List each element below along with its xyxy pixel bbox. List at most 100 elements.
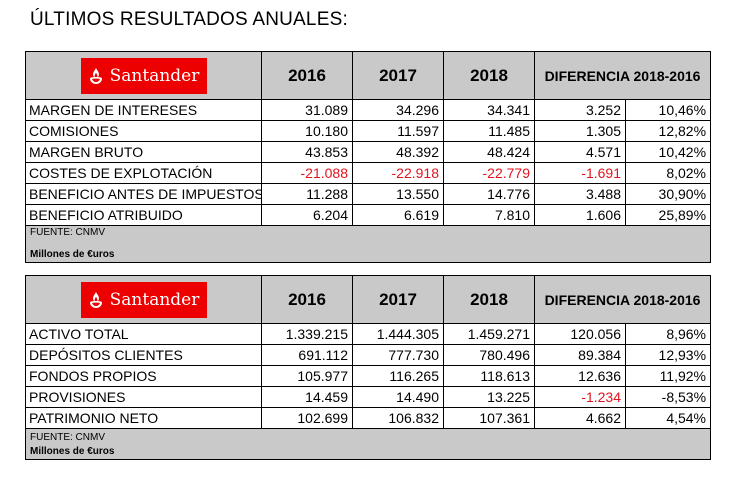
row-value: 89.384	[534, 344, 626, 366]
row-label: COMISIONES	[25, 120, 262, 142]
page-title: ÚLTIMOS RESULTADOS ANUALES:	[30, 9, 348, 30]
row-value: 1.459.271	[443, 323, 535, 345]
table-row: DEPÓSITOS CLIENTES 691.112 777.730 780.496 8…	[25, 344, 712, 366]
row-label: BENEFICIO ATRIBUIDO	[25, 204, 262, 226]
units-note: Millones de €uros	[30, 446, 115, 457]
row-value: -21.088	[261, 162, 353, 184]
footer-cell: FUENTE: CNMV Millones de €uros	[24, 225, 712, 263]
row-value: 11.288	[261, 183, 353, 205]
row-label: MARGEN BRUTO	[25, 141, 262, 163]
row-value: 691.112	[261, 344, 353, 366]
row-label: DEPÓSITOS CLIENTES	[25, 344, 262, 366]
header-difference: DIFERENCIA 2018-2016	[533, 275, 712, 324]
header-year-2017: 2017	[352, 275, 444, 324]
header-year-2018: 2018	[443, 51, 535, 100]
footer-row: FUENTE: CNMV Millones de €uros	[24, 225, 712, 263]
row-value: 3.252	[534, 99, 626, 121]
header-year-2016: 2016	[261, 275, 353, 324]
row-value: 777.730	[352, 344, 444, 366]
row-value: 3.488	[534, 183, 626, 205]
table-row: FONDOS PROPIOS 105.977 116.265 118.613 12.63…	[25, 365, 712, 387]
row-value: 4.662	[534, 407, 626, 429]
row-value: 12,82%	[624, 120, 712, 142]
row-label: PROVISIONES	[25, 386, 262, 408]
row-value: -1.234	[534, 386, 626, 408]
units-note: Millones de €uros	[30, 249, 115, 260]
row-value: 8,96%	[624, 323, 712, 345]
row-value: 118.613	[443, 365, 535, 387]
header-row: Santander 2016 2017 2018 DIFERENCIA 2018-201…	[25, 51, 712, 100]
row-value: 11.597	[352, 120, 444, 142]
header-year-2017: 2017	[352, 51, 444, 100]
header-year-2018: 2018	[443, 275, 535, 324]
row-value: 10,42%	[624, 141, 712, 163]
brand-name: Santander	[109, 65, 200, 86]
santander-logo: Santander	[80, 57, 207, 94]
table-row: MARGEN BRUTO 43.853 48.392 48.424 4.571 10,42…	[25, 141, 712, 163]
row-value: 120.056	[534, 323, 626, 345]
row-value: 102.699	[261, 407, 353, 429]
row-label: MARGEN DE INTERESES	[25, 99, 262, 121]
row-value: 4,54%	[624, 407, 712, 429]
row-value: 30,90%	[624, 183, 712, 205]
row-value: 780.496	[443, 344, 535, 366]
row-value: 105.977	[261, 365, 353, 387]
logo-cell: Santander	[25, 51, 262, 100]
santander-logo: Santander	[80, 281, 207, 318]
header-year-2016: 2016	[261, 51, 353, 100]
source-note: FUENTE: CNMV	[30, 227, 105, 238]
flame-icon	[89, 67, 102, 84]
row-value: 10,46%	[624, 99, 712, 121]
row-value: 6.619	[352, 204, 444, 226]
table-row: ACTIVO TOTAL 1.339.215 1.444.305 1.459.271 1…	[25, 323, 712, 345]
row-value: 34.296	[352, 99, 444, 121]
source-note: FUENTE: CNMV	[30, 432, 105, 443]
row-value: 116.265	[352, 365, 444, 387]
row-label: PATRIMONIO NETO	[25, 407, 262, 429]
brand-name: Santander	[109, 289, 200, 310]
row-value: 6.204	[261, 204, 353, 226]
row-label: FONDOS PROPIOS	[25, 365, 262, 387]
row-value: 1.339.215	[261, 323, 353, 345]
table-row: COSTES DE EXPLOTACIÓN -21.088 -22.918 -22.7…	[25, 162, 712, 184]
row-value: 34.341	[443, 99, 535, 121]
row-value: 11.485	[443, 120, 535, 142]
footer-row: FUENTE: CNMV Millones de €uros	[24, 428, 712, 460]
row-value: 1.305	[534, 120, 626, 142]
row-value: 31.089	[261, 99, 353, 121]
row-value: -22.779	[443, 162, 535, 184]
row-value: 13.550	[352, 183, 444, 205]
table-row: BENEFICIO ATRIBUIDO 6.204 6.619 7.810 1.606 2…	[25, 204, 712, 226]
table-row: PATRIMONIO NETO 102.699 106.832 107.361 4.66…	[25, 407, 712, 429]
row-value: 11,92%	[624, 365, 712, 387]
table-row: MARGEN DE INTERESES 31.089 34.296 34.341 3.2…	[25, 99, 712, 121]
row-value: 12.636	[534, 365, 626, 387]
table-row: BENEFICIO ANTES DE IMPUESTOS 11.288 13.550…	[25, 183, 712, 205]
row-value: 1.444.305	[352, 323, 444, 345]
row-value: 1.606	[534, 204, 626, 226]
row-value: -1.691	[534, 162, 626, 184]
row-value: 13.225	[443, 386, 535, 408]
row-value: 25,89%	[624, 204, 712, 226]
row-value: -22.918	[352, 162, 444, 184]
footer-cell: FUENTE: CNMV Millones de €uros	[24, 428, 712, 460]
row-value: -8,53%	[624, 386, 712, 408]
row-value: 106.832	[352, 407, 444, 429]
row-value: 4.571	[534, 141, 626, 163]
row-value: 14.459	[261, 386, 353, 408]
row-value: 14.490	[352, 386, 444, 408]
row-value: 43.853	[261, 141, 353, 163]
row-label: COSTES DE EXPLOTACIÓN	[25, 162, 262, 184]
table-row: COMISIONES 10.180 11.597 11.485 1.305 12,82%	[25, 120, 712, 142]
row-label: ACTIVO TOTAL	[25, 323, 262, 345]
row-value: 48.392	[352, 141, 444, 163]
row-value: 7.810	[443, 204, 535, 226]
header-row: Santander 2016 2017 2018 DIFERENCIA 2018-201…	[25, 275, 712, 324]
income-table: Santander 2016 2017 2018 DIFERENCIA 2018-201…	[24, 51, 712, 263]
row-value: 107.361	[443, 407, 535, 429]
row-value: 8,02%	[624, 162, 712, 184]
row-label: BENEFICIO ANTES DE IMPUESTOS	[25, 183, 262, 205]
balance-table: Santander 2016 2017 2018 DIFERENCIA 2018-201…	[24, 275, 712, 460]
row-value: 10.180	[261, 120, 353, 142]
header-difference: DIFERENCIA 2018-2016	[533, 51, 712, 100]
